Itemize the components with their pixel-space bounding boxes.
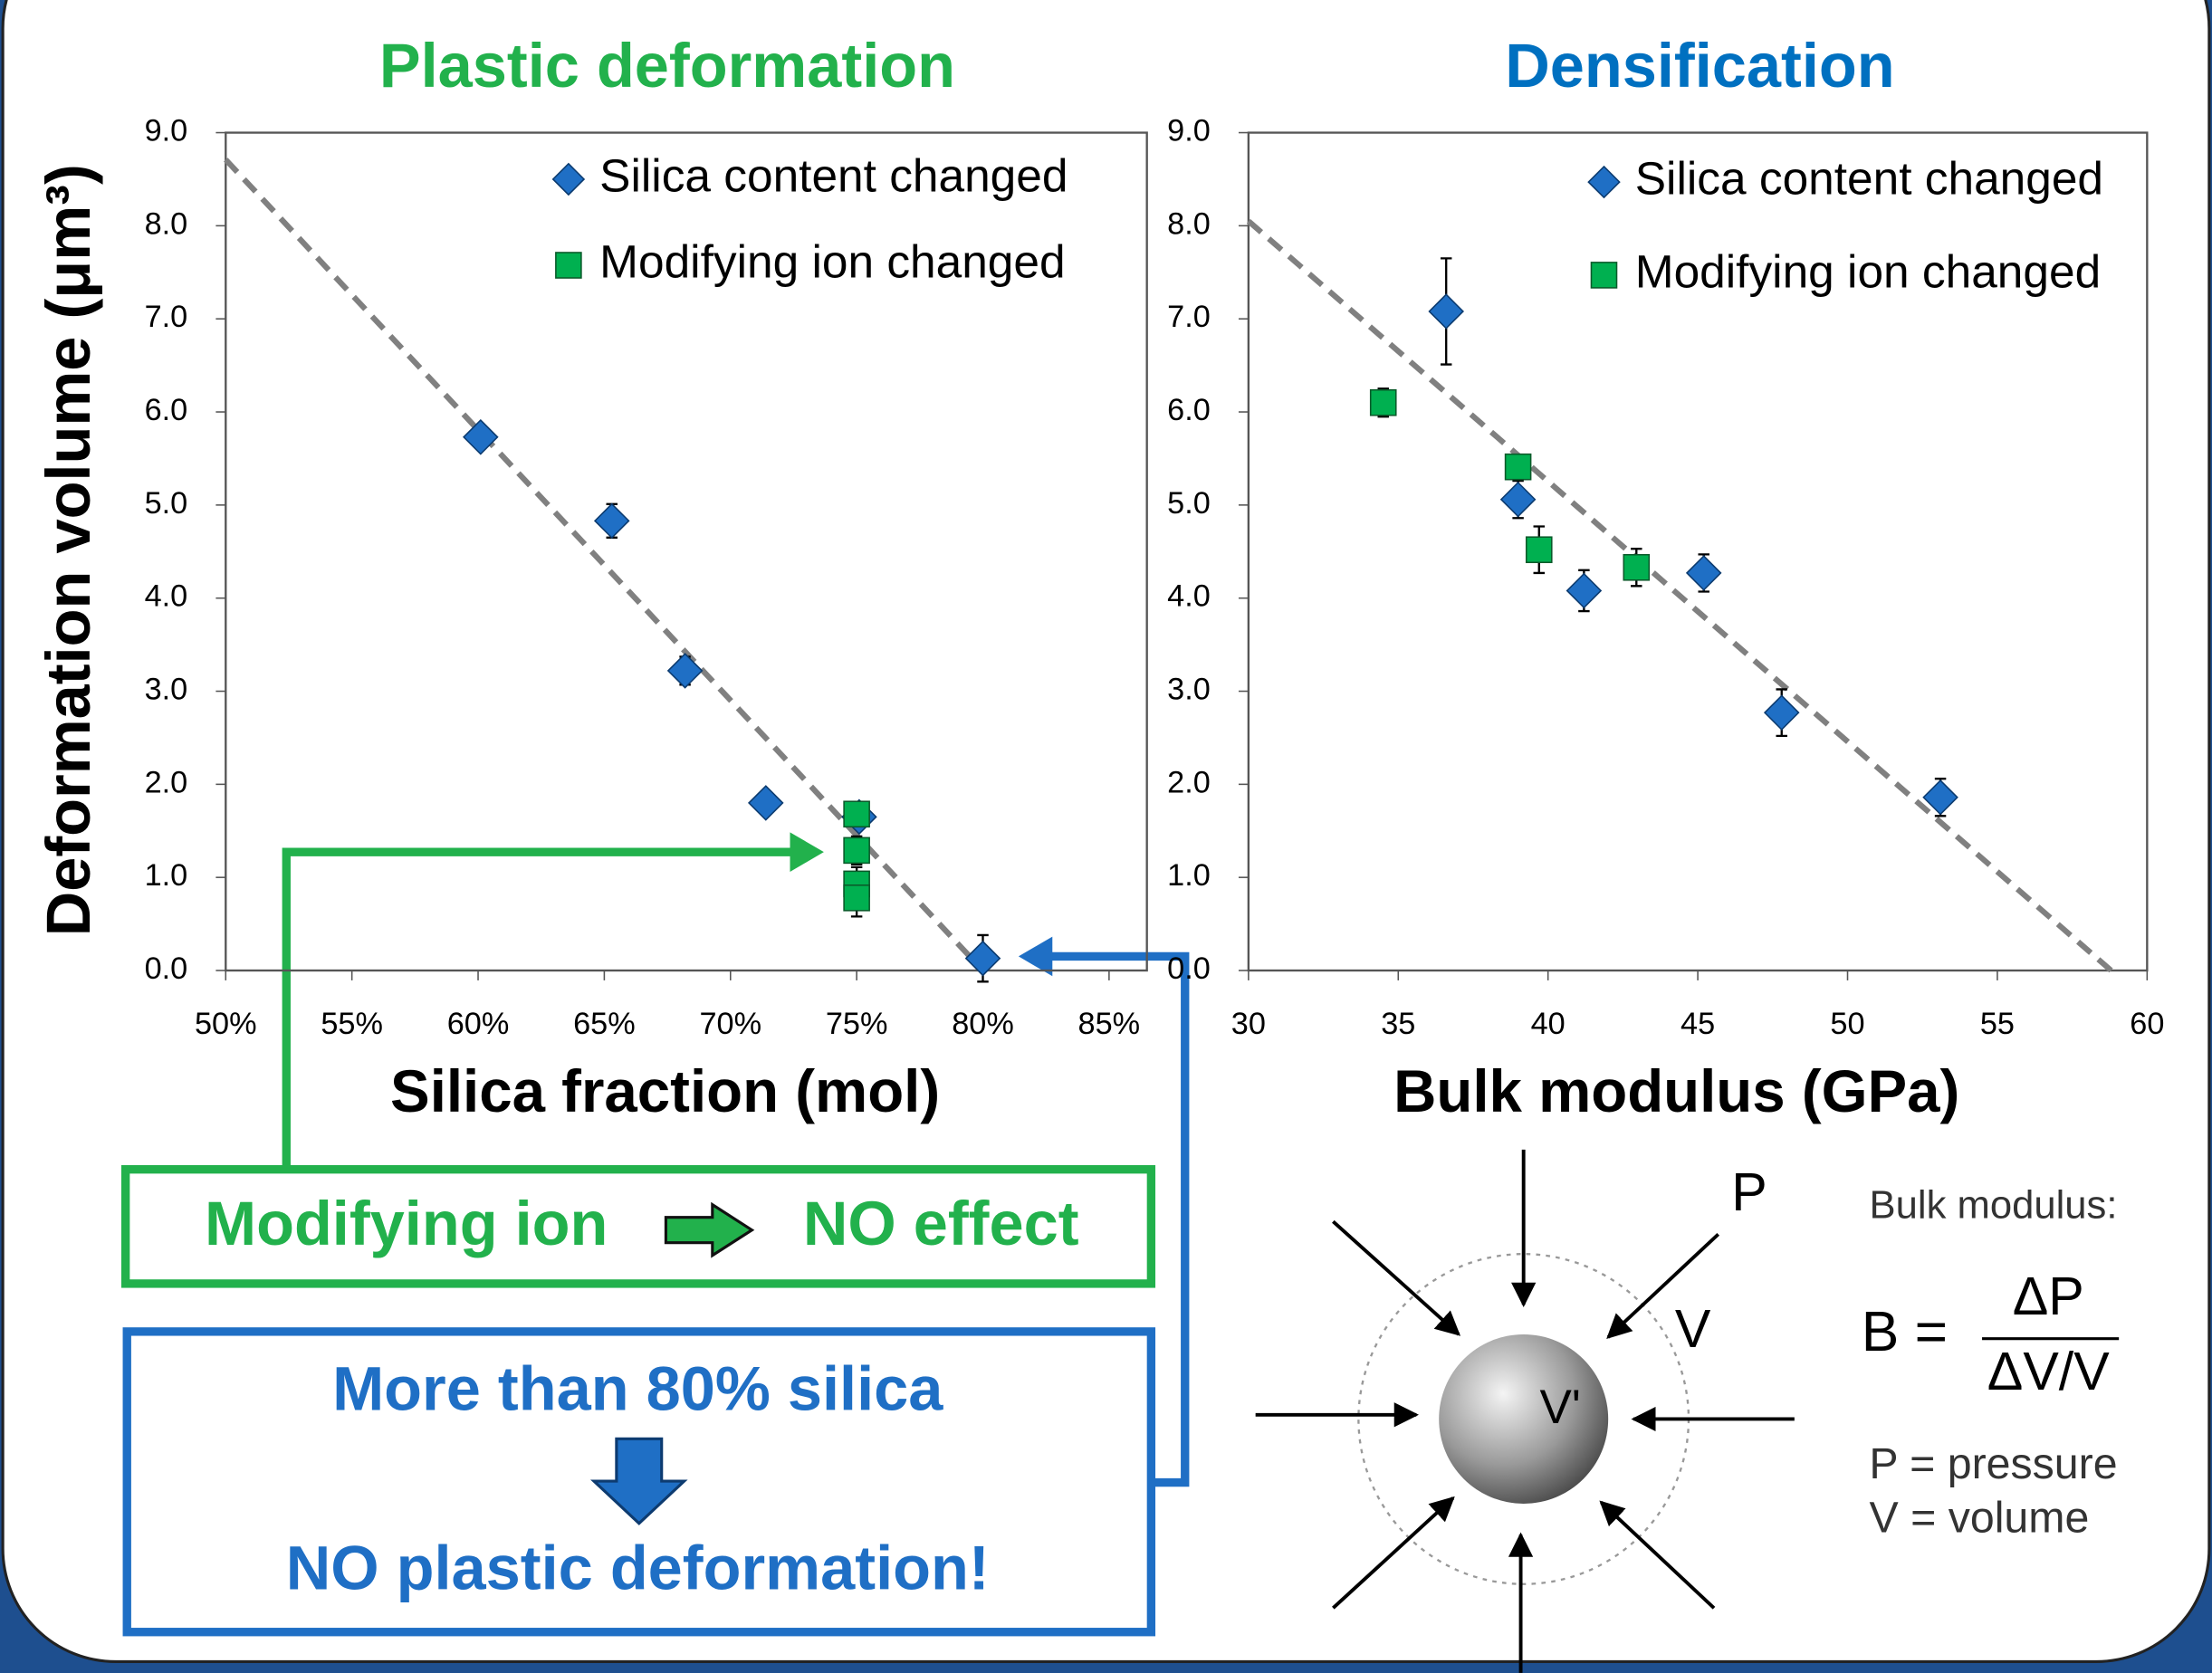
diamond-point [666, 653, 704, 689]
legend-marker [1590, 262, 1618, 289]
y-tick-label: 1.0 [1167, 858, 1211, 893]
square-point [1623, 553, 1651, 581]
diamond-point [463, 418, 499, 455]
x-tick-label: 65% [573, 1007, 636, 1041]
sphere [1439, 1334, 1609, 1504]
trend-line [1246, 218, 2113, 973]
blue-arrowhead [1018, 936, 1053, 977]
green-arrow-icon [664, 1201, 755, 1258]
diagram-label: P [1731, 1162, 1767, 1222]
chart-title: Densification [1505, 31, 1894, 100]
trend-line [224, 158, 985, 973]
bulk-modulus-diagram: P V V' Bulk modulus: B = ΔP ΔV/V P = pre… [1255, 1149, 2120, 1673]
legend-marker [555, 252, 582, 279]
callout-text: NO effect [803, 1189, 1079, 1258]
x-tick-label: 35 [1381, 1007, 1415, 1041]
green-box [120, 1165, 1156, 1288]
pressure-arrows [1255, 1149, 1795, 1673]
diamond-point [964, 940, 1001, 977]
y-tick-label: 5.0 [145, 486, 188, 521]
green-connector [282, 847, 805, 1169]
y-tick-label: 2.0 [1167, 765, 1211, 799]
callout-text: NO plastic deformation! [286, 1533, 990, 1602]
y-tick-label: 0.0 [1167, 951, 1211, 986]
formula-denominator: ΔV/V [1987, 1341, 2110, 1401]
legend-marker [1587, 165, 1621, 199]
diagram-label: V' [1539, 1381, 1580, 1434]
square-point [1525, 536, 1553, 564]
plot-area [225, 131, 1148, 972]
y-tick-label: 3.0 [1167, 673, 1211, 707]
square-point [1504, 453, 1532, 481]
y-tick-label: 7.0 [1167, 300, 1211, 334]
diamond-point [1685, 555, 1722, 591]
diamond-point [593, 502, 630, 540]
x-tick-label: 85% [1078, 1007, 1141, 1041]
y-tick-label: 6.0 [1167, 393, 1211, 427]
square-point [1369, 388, 1397, 416]
legend-label: Silica content changed [599, 149, 1068, 202]
square-point [843, 836, 870, 865]
y-tick-label: 2.0 [145, 765, 188, 799]
x-tick-label: 50% [195, 1007, 257, 1041]
x-axis-label: Silica fraction (mol) [390, 1058, 940, 1124]
diagram-heading: Bulk modulus: [1870, 1183, 2118, 1227]
x-tick-label: 40 [1531, 1007, 1566, 1041]
formula-lhs: B = [1862, 1301, 1948, 1363]
diagram-label: V [1675, 1298, 1711, 1359]
diagram-legend: P = pressure [1869, 1439, 2117, 1488]
diamond-point [747, 785, 784, 821]
x-tick-label: 55 [1980, 1007, 2015, 1041]
diamond-point [1566, 572, 1603, 609]
formula-numerator: ΔP [2013, 1266, 2084, 1326]
x-axis-label: Bulk modulus (GPa) [1393, 1058, 1959, 1124]
green-arrowhead [790, 832, 824, 872]
chart-title: Plastic deformation [379, 31, 955, 100]
diamond-point [1499, 481, 1537, 518]
x-tick-label: 80% [952, 1007, 1014, 1041]
x-tick-label: 50 [1830, 1007, 1864, 1041]
diamond-point [1763, 694, 1800, 731]
legend-marker [551, 162, 586, 196]
square-point [843, 884, 870, 912]
blue-connector [1040, 951, 1190, 1487]
x-tick-label: 55% [321, 1007, 383, 1041]
y-tick-label: 3.0 [145, 673, 188, 707]
square-point [843, 800, 870, 828]
x-tick-label: 75% [826, 1007, 888, 1041]
y-tick-label: 7.0 [145, 300, 188, 334]
y-tick-label: 5.0 [1167, 486, 1211, 521]
x-tick-label: 70% [699, 1007, 761, 1041]
y-tick-label: 0.0 [145, 951, 188, 986]
x-tick-label: 60% [447, 1007, 510, 1041]
y-tick-label: 9.0 [145, 114, 188, 148]
y-tick-label: 4.0 [1167, 579, 1211, 614]
callout-text: Modifying ion [205, 1189, 608, 1258]
diamond-point [1428, 293, 1465, 330]
x-tick-label: 60 [2130, 1007, 2164, 1041]
legend-label: Modifying ion changed [1635, 244, 2101, 297]
y-tick-label: 8.0 [145, 206, 188, 241]
y-tick-label: 4.0 [145, 579, 188, 614]
y-tick-label: 9.0 [1167, 114, 1211, 148]
legend-label: Modifying ion changed [599, 235, 1065, 288]
callout-text: More than 80% silica [332, 1354, 943, 1424]
diamond-point [1922, 779, 1958, 816]
diagram-legend: V = volume [1869, 1493, 2089, 1542]
y-tick-label: 6.0 [145, 393, 188, 427]
x-tick-label: 30 [1231, 1007, 1266, 1041]
blue-arrow-icon [589, 1437, 688, 1525]
y-axis-label: Deformation volume (μm³) [34, 164, 103, 936]
y-tick-label: 1.0 [145, 858, 188, 893]
y-tick-label: 8.0 [1167, 206, 1211, 241]
legend-label: Silica content changed [1635, 152, 2103, 205]
x-tick-label: 45 [1681, 1007, 1715, 1041]
